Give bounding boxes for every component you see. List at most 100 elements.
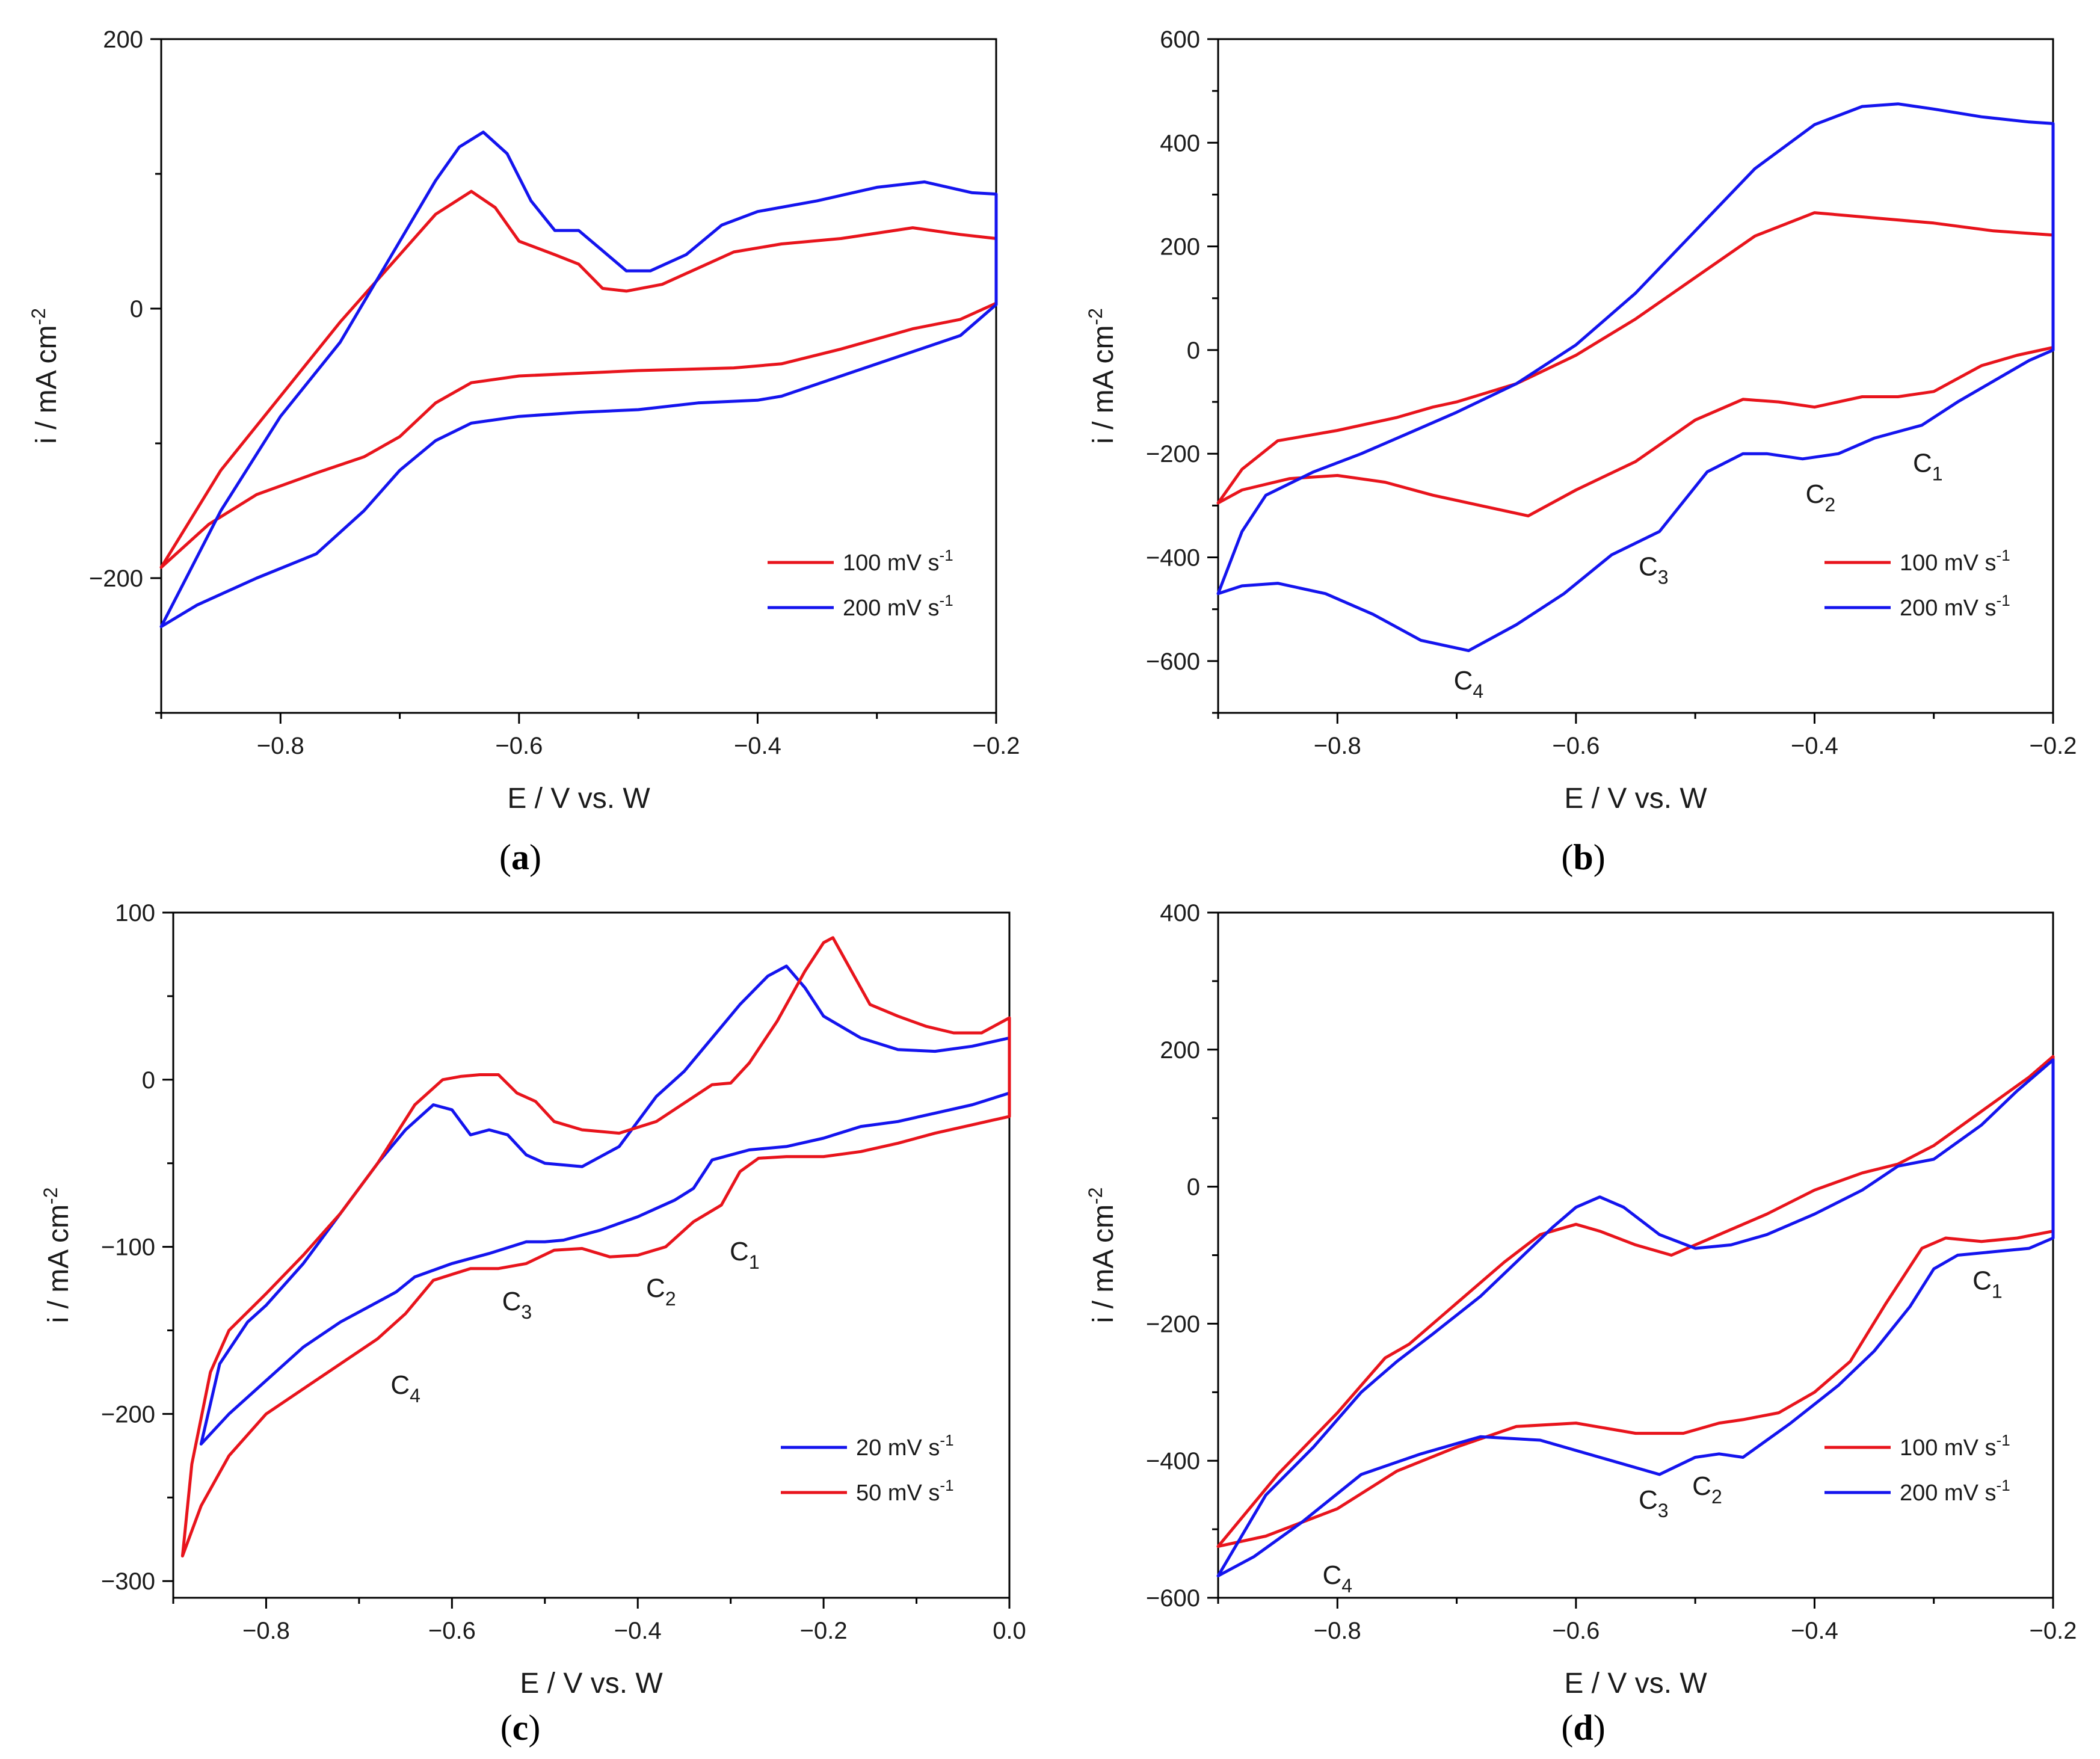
legend-value: 200 bbox=[1900, 1480, 1938, 1506]
peak-letter: C bbox=[1454, 666, 1473, 695]
x-tick-label: −0.6 bbox=[428, 1618, 476, 1644]
x-tick-label: −0.2 bbox=[973, 733, 1020, 759]
x-tick-label: −0.4 bbox=[1791, 733, 1838, 759]
x-axis-title: E / V vs. W bbox=[507, 783, 650, 815]
y-tick-label: 100 bbox=[115, 900, 155, 926]
peak-label: C4 bbox=[390, 1370, 420, 1406]
x-tick-label: −0.8 bbox=[242, 1618, 290, 1644]
peak-letter: C bbox=[730, 1237, 749, 1266]
peak-subscript: 3 bbox=[521, 1301, 532, 1323]
peak-letter: C bbox=[1639, 552, 1658, 582]
y-tick-label: −200 bbox=[89, 565, 143, 592]
legend-exponent: -1 bbox=[940, 546, 953, 564]
legend-exponent: -1 bbox=[940, 1476, 953, 1494]
series-line-100-mV-s-1 bbox=[1216, 1055, 2055, 1548]
y-axis-title-text: i / mA cm bbox=[43, 1204, 75, 1323]
legend-label: 200 mV s-1 bbox=[1900, 1476, 2010, 1506]
peak-label: C2 bbox=[646, 1274, 676, 1310]
caption-close: ) bbox=[529, 837, 541, 877]
y-axis-title-exponent: -2 bbox=[1085, 1188, 1106, 1204]
y-tick-label: −600 bbox=[1146, 648, 1200, 675]
y-tick-label: −400 bbox=[1146, 1448, 1200, 1474]
legend-unit bbox=[1938, 550, 1944, 576]
y-axis-title: i / mA cm-2 bbox=[1085, 308, 1119, 444]
y-tick-label: −400 bbox=[1146, 545, 1200, 571]
legend-value: 20 bbox=[856, 1435, 881, 1461]
legend-exponent: -1 bbox=[1997, 1476, 2010, 1494]
legend-unit: mV s bbox=[887, 550, 940, 576]
x-axis-title: E / V vs. W bbox=[1564, 783, 1707, 815]
y-tick-label: −200 bbox=[1146, 441, 1200, 467]
x-tick-label: −0.2 bbox=[2030, 733, 2077, 759]
peak-label: C2 bbox=[1806, 479, 1836, 516]
y-tick-label: −300 bbox=[101, 1568, 155, 1595]
legend-label: 50 mV s-1 bbox=[856, 1476, 954, 1506]
peak-subscript: 4 bbox=[1473, 680, 1483, 702]
y-tick-label: −200 bbox=[101, 1401, 155, 1428]
panel-a-chart: −0.8 −0.6 −0.4 −0.2 −200 0 200 E / V vs. W i / m… bbox=[28, 26, 1020, 877]
legend-exponent: -1 bbox=[1997, 591, 2010, 609]
caption-close: ) bbox=[1593, 1708, 1606, 1748]
peak-label: C4 bbox=[1454, 666, 1484, 702]
panel-d-chart: −0.8 −0.6 −0.4 −0.2 −600 −400 −200 0 200 400 E / V… bbox=[1085, 900, 2077, 1748]
peak-label: C1 bbox=[1972, 1266, 2003, 1302]
y-tick-label: 200 bbox=[1160, 234, 1200, 260]
peak-subscript: 1 bbox=[1992, 1280, 2003, 1302]
peak-subscript: 2 bbox=[1711, 1486, 1722, 1508]
panel-caption: (a) bbox=[499, 837, 541, 877]
y-axis-title-exponent: -2 bbox=[1085, 308, 1106, 325]
peak-label: C1 bbox=[1913, 448, 1943, 484]
plot-frame bbox=[172, 911, 1011, 1599]
x-tick-label: −0.4 bbox=[1791, 1618, 1838, 1644]
peak-label: C3 bbox=[502, 1287, 532, 1323]
x-tick-label: −0.2 bbox=[800, 1618, 848, 1644]
peak-letter: C bbox=[646, 1274, 665, 1303]
caption-letter: c bbox=[513, 1708, 529, 1748]
peak-letter: C bbox=[1322, 1560, 1341, 1590]
peak-letter: C bbox=[1913, 448, 1932, 478]
y-tick-label: 600 bbox=[1160, 26, 1200, 53]
legend-unit bbox=[881, 1435, 888, 1461]
plot-frame bbox=[160, 38, 997, 714]
x-tick-label: −0.6 bbox=[1552, 733, 1600, 759]
legend-unit bbox=[1938, 1480, 1944, 1506]
peak-letter: C bbox=[1692, 1471, 1711, 1501]
y-axis-title-text: i / mA cm bbox=[1088, 1204, 1119, 1323]
y-axis-title-exponent: -2 bbox=[40, 1188, 61, 1204]
panel-c-chart: −0.8 −0.6 −0.4 −0.2 0.0 −300 −200 −100 0 100 E / V… bbox=[40, 900, 1026, 1748]
peak-label: C2 bbox=[1692, 1471, 1722, 1508]
legend-unit bbox=[881, 1480, 888, 1506]
peak-letter: C bbox=[1639, 1485, 1658, 1515]
x-tick-label: −0.4 bbox=[734, 733, 781, 759]
legend-label: 100 mV s-1 bbox=[1900, 1431, 2010, 1461]
peak-subscript: 3 bbox=[1658, 1500, 1669, 1521]
legend-unit: mV s bbox=[888, 1435, 940, 1461]
legend-value: 200 bbox=[843, 596, 881, 621]
legend-value: 200 bbox=[1900, 596, 1938, 621]
series-line-100-mV-s-1 bbox=[159, 189, 998, 569]
legend-label: 200 mV s-1 bbox=[1900, 591, 2010, 621]
caption-letter: d bbox=[1573, 1708, 1593, 1748]
legend-unit bbox=[1938, 1435, 1944, 1461]
legend-value: 100 bbox=[843, 550, 881, 576]
peak-subscript: 3 bbox=[1658, 567, 1669, 588]
y-tick-label: −600 bbox=[1146, 1585, 1200, 1612]
legend-label: 20 mV s-1 bbox=[856, 1431, 954, 1461]
caption-letter: a bbox=[511, 837, 529, 877]
legend-value: 100 bbox=[1900, 550, 1938, 576]
caption-open: ( bbox=[1561, 837, 1573, 877]
peak-subscript: 2 bbox=[1824, 494, 1835, 516]
legend-exponent: -1 bbox=[940, 591, 953, 609]
legend-label: 100 mV s-1 bbox=[843, 546, 953, 576]
x-tick-label: −0.4 bbox=[614, 1618, 662, 1644]
legend-label: 100 mV s-1 bbox=[1900, 546, 2010, 576]
peak-letter: C bbox=[1972, 1266, 1992, 1295]
legend-unit: mV s bbox=[887, 596, 940, 621]
peak-letter: C bbox=[502, 1287, 522, 1316]
peak-label: C3 bbox=[1639, 552, 1669, 588]
x-tick-label: 0.0 bbox=[993, 1618, 1026, 1644]
y-tick-label: 400 bbox=[1160, 900, 1200, 926]
caption-open: ( bbox=[1561, 1708, 1573, 1748]
legend-unit: mV s bbox=[1944, 1480, 1997, 1506]
